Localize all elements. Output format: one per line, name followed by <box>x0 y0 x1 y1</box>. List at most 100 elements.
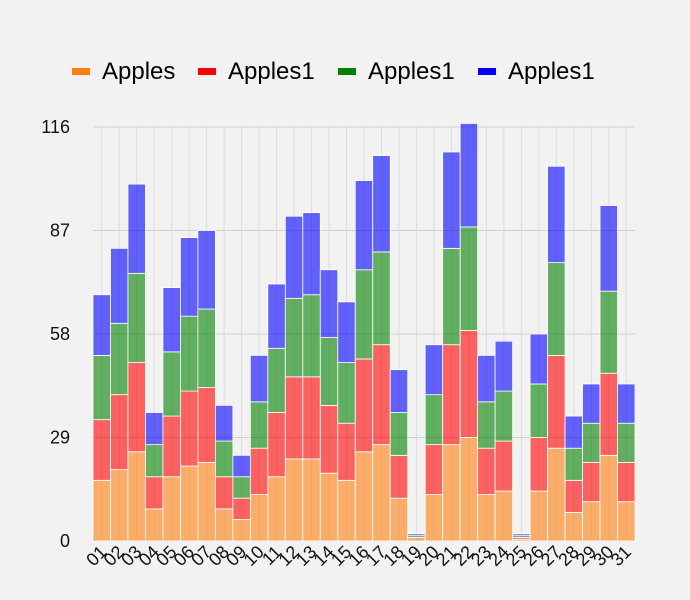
bar-segment <box>617 383 636 424</box>
bars <box>92 123 636 542</box>
bar-segment <box>284 215 304 299</box>
bar-segment <box>127 451 146 542</box>
y-axis: 0 29 58 87 116 <box>41 117 70 551</box>
bar-segment <box>162 476 181 542</box>
bar-segment <box>284 376 304 460</box>
bar-segment <box>127 272 146 363</box>
bar-segment <box>110 247 129 324</box>
bar-segment <box>319 269 339 338</box>
bar-segment <box>92 355 111 421</box>
bar-segment <box>214 440 234 478</box>
bar-segment <box>110 469 129 542</box>
bar-segment <box>372 251 391 346</box>
bar-segment <box>582 501 601 542</box>
bar-segment <box>617 462 636 503</box>
bar-segment <box>214 476 234 510</box>
bar-segment <box>424 494 444 542</box>
legend: Apples Apples1 Apples1 Apples1 <box>72 58 595 85</box>
bar-segment <box>477 355 496 403</box>
bar-segment <box>267 476 286 542</box>
bar-segment <box>529 333 548 385</box>
bar-segment <box>180 237 199 317</box>
bar-segment <box>442 344 461 446</box>
bar-segment <box>354 451 374 542</box>
bar-segment <box>302 376 321 460</box>
bar-segment <box>267 347 286 413</box>
bar-segment <box>389 497 409 542</box>
bar-segment <box>477 494 496 542</box>
bar-segment <box>267 412 286 478</box>
bar-segment <box>599 372 618 456</box>
bar-segment <box>197 308 216 388</box>
bar-segment <box>145 476 164 510</box>
bar-segment <box>494 390 514 442</box>
bar-segment <box>617 501 636 542</box>
bar-segment <box>302 458 321 542</box>
bar-segment <box>617 422 636 463</box>
bar-segment <box>249 355 269 403</box>
bar-segment <box>599 205 618 292</box>
bar-segment <box>232 519 251 542</box>
bar-segment <box>284 297 304 378</box>
y-tick-label: 58 <box>50 324 70 344</box>
bar-segment <box>372 155 391 253</box>
bar-segment <box>162 351 181 417</box>
bar-segment <box>337 301 356 363</box>
bar-segment <box>424 344 444 396</box>
bar-segment <box>249 447 269 496</box>
bar-segment <box>547 262 566 356</box>
bar-segment <box>389 412 409 456</box>
bar-segment <box>302 212 321 296</box>
bar-segment <box>249 401 269 449</box>
bar-segment <box>564 415 583 449</box>
bar-segment <box>529 437 548 492</box>
bar-segment <box>442 151 461 249</box>
bar-segment <box>564 479 583 513</box>
bar-segment <box>529 383 548 438</box>
bar-segment <box>354 269 374 360</box>
legend-label: Apples <box>102 58 175 85</box>
y-tick-label: 116 <box>41 117 70 137</box>
bar-segment <box>372 444 391 542</box>
bar-segment <box>302 294 321 378</box>
bar-segment <box>547 165 566 264</box>
bar-segment <box>389 454 409 499</box>
bar-segment <box>424 394 444 446</box>
bar-segment <box>319 472 339 542</box>
legend-label: Apples1 <box>368 58 455 85</box>
bar-segment <box>477 401 496 449</box>
bar-segment <box>232 454 251 478</box>
bar-segment <box>232 476 251 499</box>
bar-segment <box>162 415 181 478</box>
bar-segment <box>389 369 409 413</box>
bar-segment <box>442 444 461 542</box>
legend-swatch <box>72 68 90 75</box>
bar-segment <box>529 490 548 542</box>
x-axis: 0102030405060708091011121314151617181920… <box>82 542 635 570</box>
bar-segment <box>564 447 583 481</box>
bar-segment <box>197 462 216 542</box>
bar-segment <box>599 454 618 542</box>
bar-segment <box>127 362 146 453</box>
bar-segment <box>564 512 583 542</box>
bar-segment <box>337 422 356 481</box>
legend-label: Apples1 <box>228 58 315 85</box>
bar-segment <box>92 419 111 481</box>
bar-segment <box>459 226 479 331</box>
bar-segment <box>180 390 199 467</box>
bar-segment <box>354 358 374 453</box>
bar-segment <box>249 494 269 542</box>
bar-segment <box>459 437 479 542</box>
bar-segment <box>372 344 391 446</box>
bar-segment <box>92 479 111 542</box>
bar-segment <box>582 462 601 503</box>
bar-segment <box>494 490 514 542</box>
bar-segment <box>512 533 531 537</box>
bar-segment <box>407 537 426 542</box>
bar-segment <box>424 444 444 496</box>
bar-segment <box>459 123 479 228</box>
bar-segment <box>407 533 426 537</box>
bar-segment <box>599 290 618 374</box>
bar-segment <box>547 355 566 449</box>
